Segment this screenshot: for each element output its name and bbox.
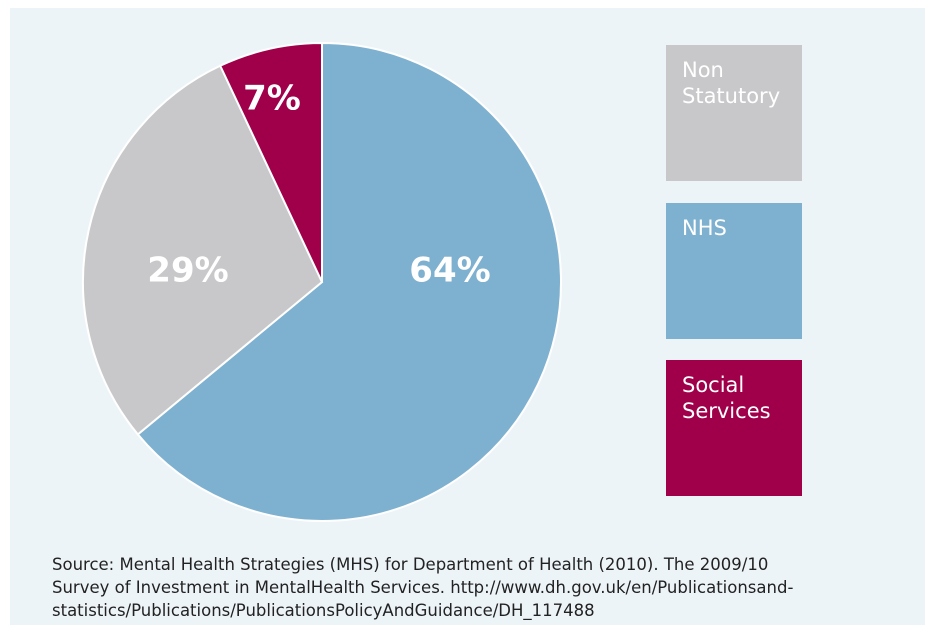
value-label: 7% (243, 79, 301, 119)
pie-slice (136, 41, 562, 522)
source-text: Survey of Investment in MentalHealth Ser… (52, 578, 794, 597)
legend-entry: Social Services (666, 360, 802, 496)
pie-slice (218, 41, 323, 283)
pie-slice (82, 64, 324, 436)
value-label: 64% (409, 251, 490, 291)
legend-entry: Non Statutory (666, 45, 802, 181)
legend-entry: NHS (666, 202, 802, 339)
source-text: Source: Mental Health Strategies (MHS) f… (52, 555, 769, 574)
source-text: statistics/Publications/PublicationsPoli… (52, 601, 595, 620)
value-label: 29% (147, 251, 228, 291)
